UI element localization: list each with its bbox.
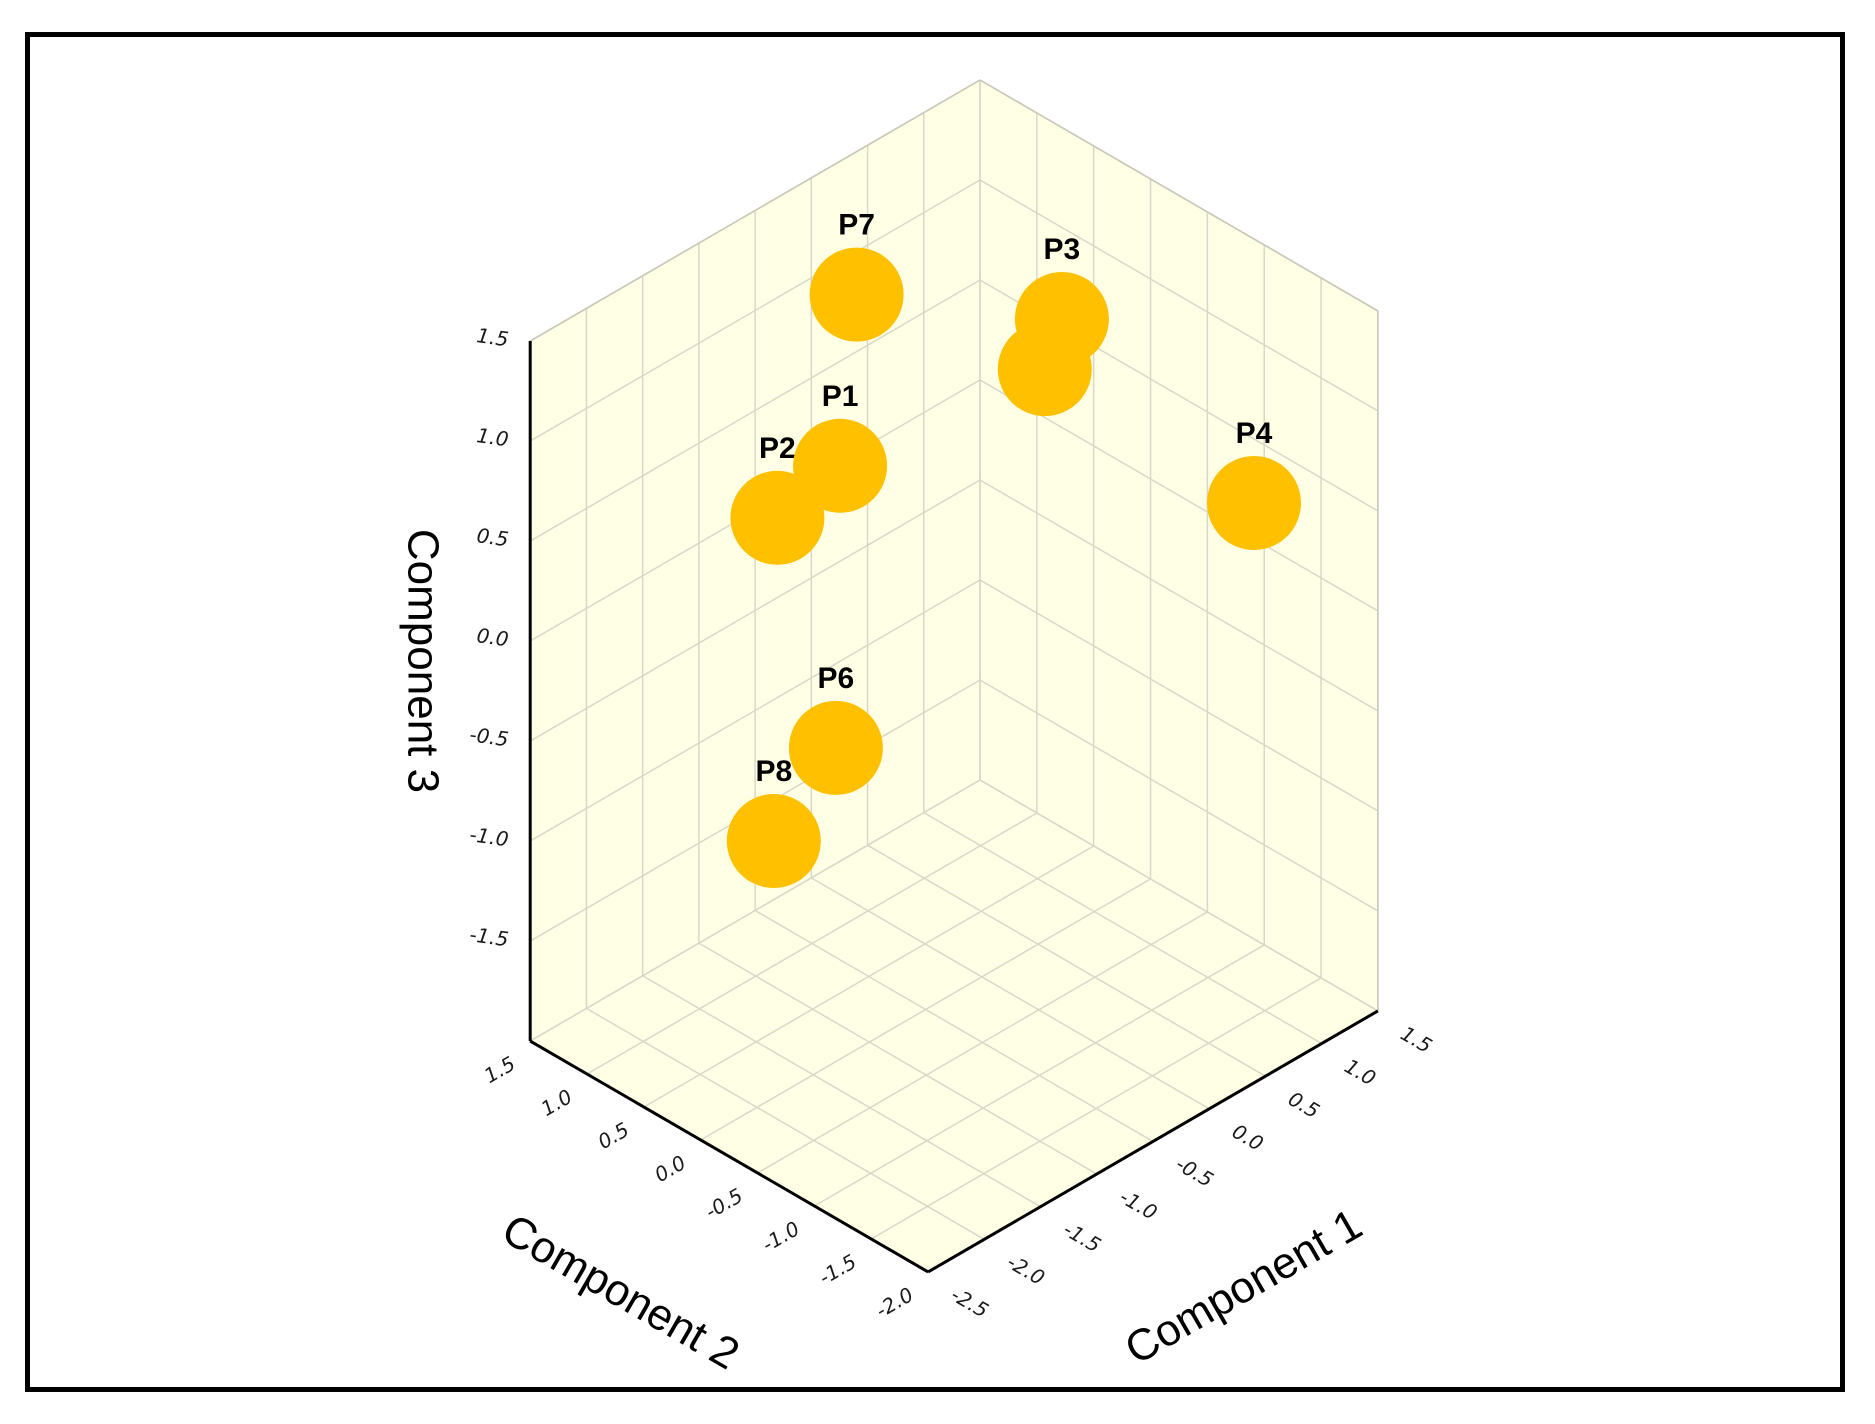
pane-top-edge-right [979,79,1379,312]
point-group: P2P7P1P5P4P3P6P8 [726,209,1301,888]
gridline-right-wall-z [979,379,1379,612]
z-tick-label: 1.0 [475,423,510,451]
axis-line-y [529,1039,929,1274]
gridline-floor-x [810,877,1210,1110]
x-tick-label: 1.0 [1340,1054,1380,1091]
point-label-p8: P8 [755,755,792,788]
y-tick-label: 0.0 [650,1150,690,1187]
data-point-p2 [730,470,825,565]
y-tick-label: 0.5 [594,1117,634,1154]
pane-group [530,80,1378,1272]
point-label-p6: P6 [818,662,855,695]
gridline-floor-y [586,812,1038,1075]
data-point-p6 [788,700,883,795]
data-point-p4 [1207,456,1301,550]
gridline-right-wall-z [979,779,1379,1012]
gridline-floor-y [700,878,1151,1141]
gridline-floor-x [923,811,1323,1045]
z-tick-label: -0.5 [468,722,510,751]
x-tick-label: -1.5 [1059,1217,1105,1257]
gridline-floor-y [814,944,1265,1207]
point-label-p7: P7 [838,209,875,242]
y-tick-label: -2.0 [872,1282,918,1322]
gridline-floor-x [754,909,1154,1143]
gridline-right-wall-z [979,579,1379,812]
gridline-left-wall-z [529,179,981,442]
point-label-p1: P1 [822,380,859,413]
gridline-left-wall-z [529,479,981,742]
gridline-floor-x [586,1007,985,1240]
data-point-p8 [726,794,821,888]
gridline-right-wall-z [979,179,1379,412]
pane-top-edge-left [529,79,981,342]
z-tick-label: -1.0 [468,822,510,851]
z-tick-label: 0.0 [475,623,510,651]
gridline-left-wall-z [529,279,981,542]
gridline-floor-x [867,844,1266,1077]
y-tick-label: -0.5 [701,1183,747,1223]
point-label-p2: P2 [759,432,796,465]
gridline-floor-y [643,845,1095,1108]
y-tick-label: -1.5 [815,1249,861,1289]
gridline-floor-y [870,977,1322,1240]
x-tick-label: 0.0 [1228,1119,1268,1156]
data-point-p3 [1014,272,1109,366]
z-tick-label: -1.5 [468,922,510,951]
x-tick-label: -2.0 [1003,1250,1049,1290]
gridline-floor-x [642,975,1041,1208]
tick-label-group: -2.5-2.0-1.5-1.0-0.50.00.51.01.5-2.0-1.5… [468,323,1436,1322]
z-tick-label: 1.5 [475,323,510,351]
y-tick-label: -1.0 [758,1216,804,1256]
x-tick-label: -1.0 [1116,1184,1162,1224]
data-point-p7 [809,247,904,342]
z-axis-title: Component 3 [399,529,448,793]
x-tick-label: 0.5 [1284,1087,1324,1124]
gridline-floor-x [698,942,1098,1175]
point-label-p3: P3 [1044,233,1081,266]
y-tick-label: 1.0 [537,1084,577,1121]
y-axis-title: Component 2 [494,1205,747,1380]
x-tick-label: -2.5 [947,1282,993,1322]
x-axis-title: Component 1 [1117,1200,1370,1375]
data-point-p1 [793,418,888,513]
gridline-left-wall-z [529,779,981,1042]
point-label-p4: P4 [1236,417,1273,450]
gridline-left-wall-z [529,579,981,842]
axis-group [528,79,1379,1274]
axis-line-x [927,1009,1379,1274]
y-tick-label: 1.5 [480,1051,520,1088]
x-tick-label: 1.5 [1397,1021,1437,1058]
z-tick-label: 0.5 [475,523,510,551]
gridline-floor-y [757,911,1208,1174]
gridline-right-wall-z [979,679,1379,912]
x-tick-label: -0.5 [1172,1152,1218,1192]
gridline-right-wall-z [979,479,1379,712]
